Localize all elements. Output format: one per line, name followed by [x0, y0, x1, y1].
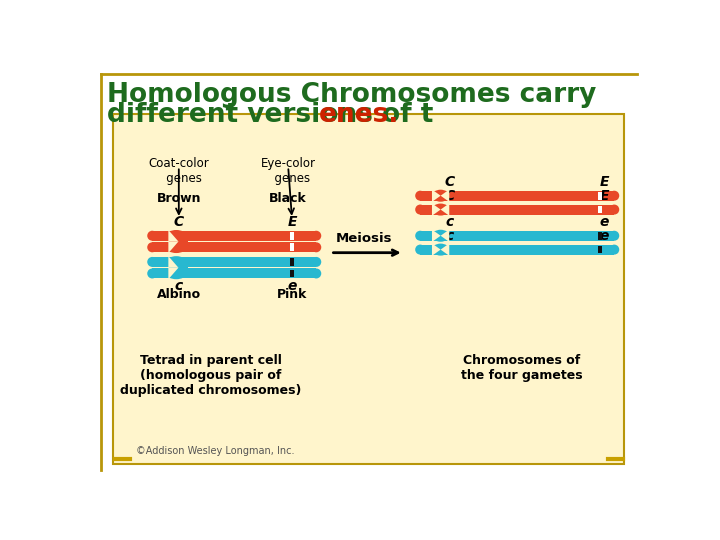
- Polygon shape: [432, 230, 441, 242]
- Text: C: C: [174, 215, 184, 229]
- Bar: [152, 231, 316, 241]
- Text: Pink: Pink: [276, 288, 307, 301]
- Ellipse shape: [415, 245, 426, 254]
- Ellipse shape: [311, 268, 321, 279]
- Polygon shape: [432, 244, 441, 256]
- Text: C: C: [445, 175, 455, 189]
- Polygon shape: [441, 190, 449, 202]
- Text: Tetrad in parent cell
(homologous pair of
duplicated chromosomes): Tetrad in parent cell (homologous pair o…: [120, 354, 302, 396]
- Bar: [598, 206, 602, 213]
- Text: E: E: [287, 215, 297, 229]
- Bar: [420, 231, 614, 241]
- Ellipse shape: [166, 268, 186, 279]
- Ellipse shape: [311, 231, 321, 241]
- Ellipse shape: [148, 231, 157, 241]
- Text: C: C: [445, 189, 455, 203]
- Bar: [290, 232, 294, 240]
- Bar: [598, 192, 602, 200]
- Polygon shape: [441, 204, 449, 216]
- Polygon shape: [432, 190, 441, 202]
- Text: E: E: [600, 189, 609, 203]
- Polygon shape: [432, 204, 441, 216]
- Text: E: E: [600, 175, 609, 189]
- Ellipse shape: [432, 230, 449, 242]
- Text: Eye-color
  genes: Eye-color genes: [261, 157, 315, 185]
- Ellipse shape: [415, 191, 426, 201]
- Polygon shape: [441, 244, 449, 256]
- Text: e: e: [600, 215, 609, 229]
- Ellipse shape: [415, 231, 426, 241]
- Bar: [152, 268, 316, 279]
- Bar: [598, 246, 602, 253]
- Bar: [177, 232, 181, 240]
- Text: different versions of t: different versions of t: [107, 102, 433, 128]
- Text: Homologous Chromosomes carry: Homologous Chromosomes carry: [107, 82, 597, 108]
- Text: c: c: [446, 215, 454, 229]
- Ellipse shape: [609, 205, 619, 214]
- Bar: [290, 258, 294, 266]
- Ellipse shape: [166, 230, 186, 241]
- Ellipse shape: [311, 257, 321, 267]
- Polygon shape: [168, 268, 179, 279]
- Bar: [420, 205, 614, 214]
- Bar: [290, 244, 294, 251]
- Text: Meiosis: Meiosis: [336, 232, 392, 245]
- Text: c: c: [175, 279, 183, 293]
- Text: ©Addison Wesley Longman, Inc.: ©Addison Wesley Longman, Inc.: [137, 446, 295, 456]
- Bar: [439, 246, 442, 253]
- Bar: [439, 232, 442, 240]
- Polygon shape: [168, 256, 179, 268]
- Ellipse shape: [148, 242, 157, 252]
- Bar: [177, 269, 181, 278]
- Bar: [177, 258, 181, 266]
- Bar: [152, 257, 316, 267]
- Bar: [439, 206, 442, 213]
- Bar: [152, 242, 316, 252]
- Ellipse shape: [311, 242, 321, 252]
- Text: Brown: Brown: [156, 192, 201, 205]
- Text: Coat-color
   genes: Coat-color genes: [148, 157, 210, 185]
- Bar: [420, 245, 614, 254]
- FancyBboxPatch shape: [113, 114, 624, 464]
- Text: e: e: [287, 279, 297, 293]
- Polygon shape: [168, 230, 179, 241]
- Text: Albino: Albino: [157, 288, 201, 301]
- Bar: [177, 244, 181, 251]
- Bar: [290, 269, 294, 278]
- Ellipse shape: [166, 256, 186, 268]
- Text: c: c: [446, 229, 454, 243]
- Ellipse shape: [432, 204, 449, 215]
- Ellipse shape: [415, 205, 426, 214]
- Ellipse shape: [148, 257, 157, 267]
- Ellipse shape: [166, 241, 186, 253]
- Text: Black: Black: [269, 192, 307, 205]
- Bar: [439, 192, 442, 200]
- Ellipse shape: [432, 190, 449, 202]
- Bar: [169, 231, 188, 252]
- Text: e: e: [600, 229, 609, 243]
- Ellipse shape: [148, 268, 157, 279]
- Ellipse shape: [609, 245, 619, 254]
- Ellipse shape: [609, 191, 619, 201]
- Polygon shape: [441, 230, 449, 242]
- Text: enes.: enes.: [319, 102, 400, 128]
- Bar: [598, 232, 602, 240]
- Ellipse shape: [609, 231, 619, 241]
- Bar: [420, 191, 614, 201]
- Ellipse shape: [432, 244, 449, 255]
- Text: Chromosomes of
the four gametes: Chromosomes of the four gametes: [461, 354, 582, 382]
- Bar: [169, 257, 188, 279]
- Polygon shape: [168, 241, 179, 253]
